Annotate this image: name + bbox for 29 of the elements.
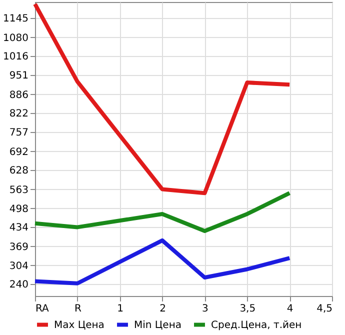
x-tick-label: R	[74, 304, 82, 314]
y-tick-label: 628	[9, 166, 28, 177]
y-tick-label: 563	[9, 184, 28, 196]
y-tick-label: 822	[9, 108, 28, 120]
line-series	[33, 191, 292, 234]
line-series	[33, 238, 292, 286]
legend-label: Сред.Цена, т.йен	[211, 320, 302, 331]
x-tick-label: 2	[160, 304, 166, 314]
y-tick-label: 369	[9, 242, 28, 253]
y-tick-label: 757	[9, 128, 28, 139]
y-tick-label: 1080	[3, 32, 28, 44]
x-tick-label: 4,5	[316, 304, 332, 314]
x-tick-label: 1	[117, 304, 124, 314]
y-tick-label: 1016	[3, 52, 28, 63]
x-tick-label: 4	[286, 304, 294, 314]
y-tick-label: 304	[9, 260, 28, 272]
y-tick-label: 692	[9, 146, 28, 158]
y-tick-label: 1145	[3, 14, 28, 25]
legend-label: Max Цена	[54, 320, 104, 331]
x-tick-label: 3	[202, 304, 208, 314]
y-tick-label: 498	[9, 204, 28, 215]
y-tick-label: 240	[9, 280, 28, 291]
line-series	[33, 2, 292, 196]
y-tick-label: 951	[9, 70, 28, 82]
y-tick-label: 886	[9, 90, 28, 101]
x-tick-label: 3,5	[240, 304, 256, 314]
legend-label: Min Цена	[134, 320, 182, 331]
y-tick-label: 434	[9, 222, 28, 234]
x-tick-label: RA	[36, 304, 50, 314]
